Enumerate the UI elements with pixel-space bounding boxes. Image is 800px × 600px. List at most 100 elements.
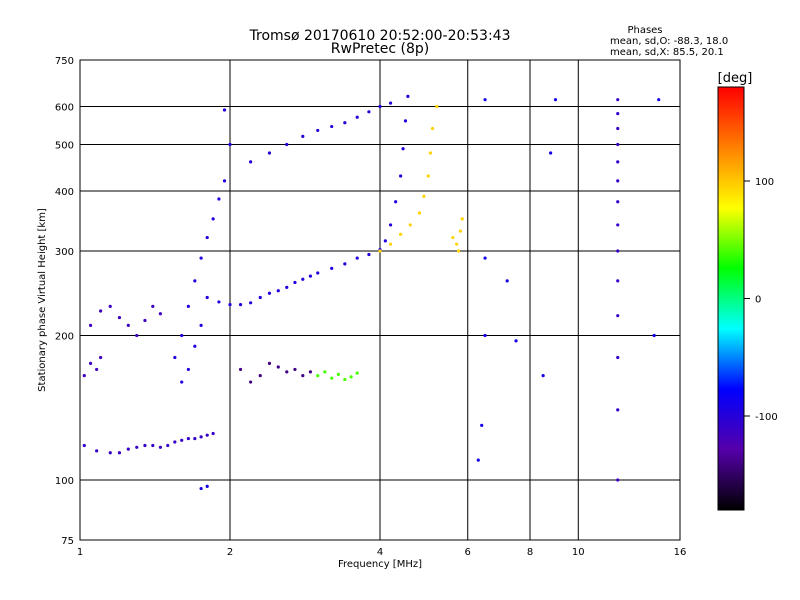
data-point — [249, 380, 253, 384]
data-point — [355, 115, 359, 119]
data-point — [355, 256, 359, 260]
x-tick-label: 8 — [527, 547, 533, 558]
chart-title: Tromsø 20170610 20:52:00-20:53:43 — [249, 28, 511, 44]
phase-stats-x: mean, sd,X: 85.5, 20.1 — [610, 47, 724, 58]
data-point — [166, 443, 170, 448]
data-point — [616, 126, 620, 131]
data-point — [267, 361, 272, 365]
data-point — [505, 279, 509, 283]
data-point — [422, 194, 426, 198]
data-point — [276, 289, 280, 293]
data-point — [199, 435, 203, 439]
data-point — [211, 217, 215, 221]
data-point — [316, 128, 320, 133]
data-point — [483, 333, 487, 338]
data-point — [343, 121, 347, 125]
data-point — [180, 333, 184, 338]
data-point — [143, 443, 147, 448]
data-point — [652, 333, 656, 338]
data-point — [135, 333, 139, 338]
data-point — [205, 235, 209, 240]
data-point — [293, 367, 297, 372]
data-point — [222, 108, 227, 112]
data-point — [343, 377, 347, 382]
data-point — [126, 323, 130, 327]
data-point — [117, 315, 122, 320]
colorbar-label: [deg] — [718, 71, 753, 86]
data-point — [301, 277, 305, 281]
data-point — [330, 376, 334, 380]
data-point — [460, 217, 464, 221]
data-point — [99, 355, 103, 360]
data-point — [193, 436, 197, 441]
data-point — [378, 104, 382, 109]
data-point — [616, 111, 620, 116]
data-point — [430, 126, 435, 131]
data-point — [82, 374, 86, 378]
data-point — [483, 256, 487, 260]
x-tick-label: 16 — [674, 547, 687, 558]
data-point — [151, 443, 155, 448]
data-point — [549, 151, 553, 155]
data-point — [193, 344, 197, 348]
data-point — [336, 372, 340, 376]
x-axis-ticks: 1 2 4 6 8 10 16 — [77, 547, 687, 558]
data-point — [330, 266, 334, 270]
data-point — [267, 151, 272, 155]
data-point — [616, 179, 620, 183]
data-point — [308, 370, 313, 374]
data-point — [355, 371, 359, 375]
data-point — [367, 252, 371, 257]
data-point — [117, 451, 122, 455]
data-point — [82, 443, 86, 448]
y-axis-label: Stationary phase Virtual Height [km] — [37, 208, 48, 392]
data-point — [541, 374, 545, 378]
data-point — [308, 274, 313, 278]
data-point — [616, 279, 620, 283]
x-tick-label: 1 — [77, 547, 83, 558]
phase-stats-o: mean, sd,O: -88.3, 18.0 — [610, 36, 728, 47]
data-point — [108, 451, 112, 455]
data-point — [193, 279, 197, 283]
x-tick-label: 2 — [227, 547, 233, 558]
data-point — [205, 433, 209, 437]
data-point — [267, 291, 272, 295]
data-point — [108, 304, 112, 309]
chart-subtitle: RwPretec (8p) — [331, 41, 429, 57]
data-point — [657, 98, 661, 102]
data-point — [222, 179, 227, 183]
data-point — [435, 104, 439, 109]
data-point — [408, 223, 412, 227]
data-point — [186, 367, 190, 372]
data-point — [378, 249, 382, 253]
data-point — [217, 300, 221, 304]
x-tick-label: 4 — [377, 547, 383, 558]
data-point — [88, 323, 93, 327]
data-point — [301, 374, 305, 378]
data-point — [249, 301, 253, 305]
data-point — [126, 447, 130, 451]
data-point — [426, 174, 430, 178]
data-points — [82, 94, 661, 491]
data-point — [180, 380, 184, 384]
data-point — [349, 375, 353, 379]
data-point — [276, 365, 280, 369]
data-point — [158, 445, 163, 449]
data-point — [406, 94, 410, 98]
colorbar-tick-label: 100 — [755, 177, 774, 188]
data-point — [458, 229, 463, 233]
y-tick-label: 75 — [61, 536, 74, 547]
data-point — [238, 302, 243, 307]
data-point — [616, 249, 620, 253]
data-point — [205, 484, 209, 488]
phase-stats-header: Phases — [627, 25, 662, 36]
data-point — [228, 302, 232, 307]
data-point — [95, 449, 99, 453]
data-point — [483, 98, 487, 102]
data-point — [616, 98, 620, 102]
data-point — [88, 361, 93, 365]
data-point — [399, 232, 403, 236]
x-tick-label: 10 — [572, 547, 585, 558]
data-point — [186, 436, 190, 441]
